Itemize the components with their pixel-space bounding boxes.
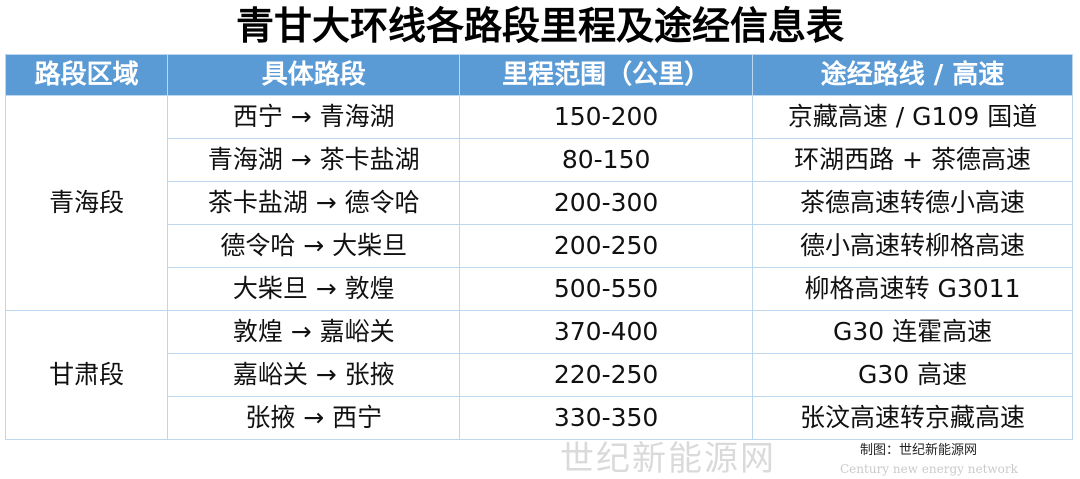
route-cell: 京藏高速 / G109 国道 <box>752 95 1073 139</box>
header-distance: 里程范围（公里） <box>459 54 754 96</box>
route-cell: G30 连霍高速 <box>752 310 1073 354</box>
segment-cell: 大柴旦 → 敦煌 <box>167 267 461 311</box>
header-region: 路段区域 <box>4 54 169 96</box>
distance-cell: 220-250 <box>459 353 754 397</box>
distance-cell: 330-350 <box>459 396 754 440</box>
distance-cell: 80-150 <box>459 138 754 182</box>
segment-cell: 西宁 → 青海湖 <box>167 95 461 139</box>
region-cell: 甘肃段 <box>4 310 169 440</box>
credit-text: 制图：世纪新能源网 <box>860 443 978 458</box>
region-cell: 青海段 <box>4 95 169 311</box>
distance-cell: 200-300 <box>459 181 754 225</box>
segment-cell: 敦煌 → 嘉峪关 <box>167 310 461 354</box>
segment-cell: 茶卡盐湖 → 德令哈 <box>167 181 461 225</box>
table-row: 青海湖 → 茶卡盐湖 80-150 环湖西路 + 茶德高速 <box>6 138 1073 182</box>
header-segment: 具体路段 <box>167 54 461 96</box>
page-title: 青甘大环线各路段里程及途经信息表 <box>235 4 844 48</box>
watermark-logo: 世纪新能源网 <box>560 439 776 479</box>
route-cell: 茶德高速转德小高速 <box>752 181 1073 225</box>
table-row: 张掖 → 西宁 330-350 张汶高速转京藏高速 <box>6 396 1073 440</box>
segment-cell: 嘉峪关 → 张掖 <box>167 353 461 397</box>
distance-cell: 370-400 <box>459 310 754 354</box>
route-cell: G30 高速 <box>752 353 1073 397</box>
route-table: 路段区域 具体路段 里程范围（公里） 途经路线 / 高速 青海段 西宁 → 青海湖… <box>4 54 1073 440</box>
route-cell: 柳格高速转 G3011 <box>752 267 1073 311</box>
distance-cell: 150-200 <box>459 95 754 139</box>
table-row: 嘉峪关 → 张掖 220-250 G30 高速 <box>6 353 1073 397</box>
distance-cell: 200-250 <box>459 224 754 268</box>
segment-cell: 青海湖 → 茶卡盐湖 <box>167 138 461 182</box>
distance-cell: 500-550 <box>459 267 754 311</box>
segment-cell: 张掖 → 西宁 <box>167 396 461 440</box>
table-row: 青海段 西宁 → 青海湖 150-200 京藏高速 / G109 国道 <box>4 95 1073 311</box>
route-cell: 环湖西路 + 茶德高速 <box>752 138 1073 182</box>
header-route: 途经路线 / 高速 <box>752 54 1073 96</box>
route-cell: 德小高速转柳格高速 <box>752 224 1073 268</box>
table-row: 甘肃段 敦煌 → 嘉峪关 370-400 G30 连霍高速 <box>4 310 1073 440</box>
watermark-english: Century new energy network <box>840 462 1018 476</box>
segment-cell: 德令哈 → 大柴旦 <box>167 224 461 268</box>
header-row: 路段区域 具体路段 里程范围（公里） 途经路线 / 高速 <box>4 54 1073 96</box>
table-row: 大柴旦 → 敦煌 500-550 柳格高速转 G3011 <box>6 267 1073 311</box>
route-cell: 张汶高速转京藏高速 <box>752 396 1073 440</box>
